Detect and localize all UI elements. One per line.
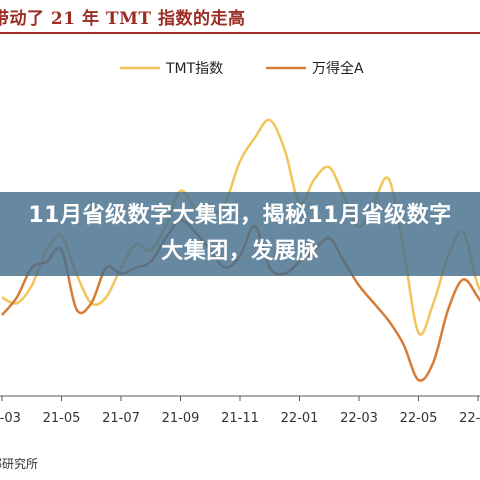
series-line-tmt [1, 118, 480, 336]
x-tick-label: 22-07 [459, 411, 480, 426]
x-tick-label: 22-03 [340, 411, 378, 426]
x-tick-label: 21-05 [43, 411, 81, 426]
x-tick-label: 21-03 [0, 411, 21, 426]
title-strip: 带动了 21 年 TMT 指数的走高 [0, 0, 480, 38]
source-note: 部研究所 [0, 457, 39, 471]
chart-title: 带动了 21 年 TMT 指数的走高 [0, 9, 246, 29]
legend-label-tmt: TMT指数 [165, 61, 223, 77]
x-tick-label: 21-09 [162, 411, 200, 426]
x-tick-label: 22-05 [400, 411, 438, 426]
title-banner: 11月省级数字大集团，揭秘11月省级数字大集团，发展脉 [0, 192, 480, 276]
banner-text: 11月省级数字大集团，揭秘11月省级数字大集团，发展脉 [28, 203, 452, 264]
chart-legend: TMT指数 万得全A [120, 60, 364, 77]
x-tick-label: 21-11 [221, 411, 259, 426]
x-tick-label: 21-07 [102, 411, 140, 426]
x-tick-label: 22-01 [281, 411, 319, 426]
legend-label-wande: 万得全A [312, 60, 364, 77]
title-rule [0, 32, 480, 34]
x-axis-ticks: 21-03 21-05 21-07 21-09 21-11 22-01 22-03 22-05… [0, 396, 480, 426]
